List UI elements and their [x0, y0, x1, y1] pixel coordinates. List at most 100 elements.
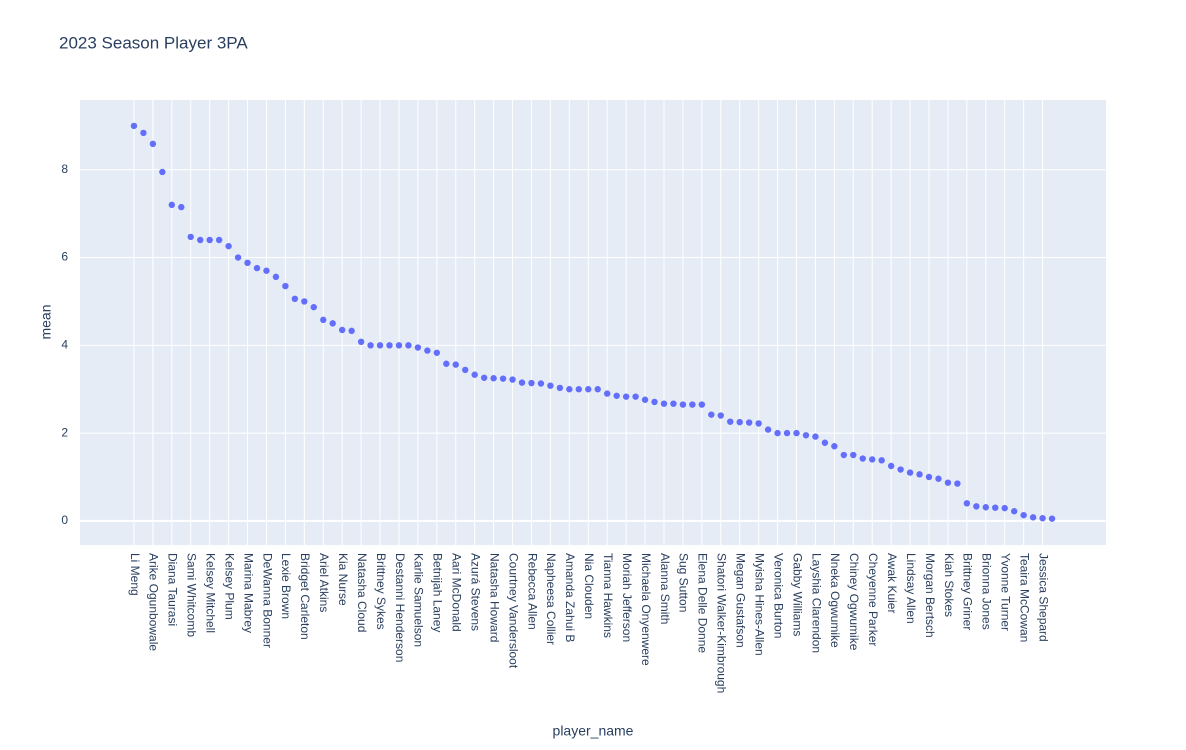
point [130, 122, 138, 130]
point [329, 320, 336, 327]
point [424, 347, 431, 354]
x-tick-label: Lexie Brown [279, 553, 293, 619]
point [944, 479, 952, 486]
x-tick-label: Nneka Ogwumike [828, 553, 842, 648]
x-tick-label: Michaela Onyenwere [639, 553, 653, 666]
point [556, 384, 564, 392]
point [982, 504, 989, 511]
point [594, 386, 601, 393]
point [831, 443, 838, 450]
point [575, 386, 583, 393]
point [869, 456, 876, 463]
x-tick-label: Gabby Williams [790, 553, 804, 636]
point [386, 342, 393, 349]
x-tick-label: Arike Ogunbowale [147, 553, 161, 651]
point [840, 451, 848, 459]
x-axis-title: player_name [553, 723, 634, 739]
point [395, 342, 403, 349]
point [433, 349, 441, 356]
x-tick-label: Shatori Walker-Kimbrough [715, 553, 729, 693]
point [603, 390, 611, 397]
point [206, 236, 213, 244]
x-tick-label: Alanna Smith [658, 553, 672, 624]
y-tick-label: 4 [61, 337, 68, 351]
x-tick-label: Destanni Henderson [393, 553, 407, 662]
x-tick-label: Sug Sutton [677, 553, 691, 612]
y-tick-label: 2 [61, 425, 68, 439]
point [178, 203, 185, 211]
x-tick-label: Awak Kuier [885, 553, 899, 613]
x-tick-label: DeWanna Bonner [260, 553, 274, 648]
point [1001, 504, 1008, 512]
point [357, 338, 365, 346]
point [717, 412, 724, 419]
x-tick-label: Tianna Hawkins [601, 553, 615, 638]
point [234, 254, 242, 261]
x-tick-label: Veronica Burton [771, 553, 785, 638]
x-tick-label: Karlie Samuelson [412, 553, 426, 647]
x-tick-label: Napheesa Collier [544, 553, 558, 645]
x-tick-label: Kelsey Mitchell [203, 553, 217, 633]
point [509, 376, 516, 383]
x-tick-label: Aari McDonald [450, 553, 464, 632]
x-tick-label: Lindsay Allen [904, 553, 918, 624]
point [963, 500, 971, 507]
point [641, 396, 649, 403]
point [727, 418, 734, 425]
point [405, 342, 412, 349]
point [783, 429, 791, 437]
point [821, 439, 829, 446]
x-tick-label: Brionna Jones [980, 553, 994, 630]
x-tick-label: Li Meng [128, 553, 142, 596]
point [414, 344, 422, 351]
point [698, 401, 706, 408]
point [897, 466, 904, 473]
x-tick-label: Cheyenne Parker [866, 553, 880, 646]
point [310, 303, 317, 311]
point [462, 366, 469, 374]
point [878, 457, 885, 464]
point [215, 236, 223, 244]
point [140, 129, 147, 137]
x-tick-label: Kelsey Plum [222, 553, 236, 620]
point [367, 342, 374, 349]
x-tick-label: Kia Nurse [336, 553, 350, 606]
x-tick-label: Azurá Stevens [469, 553, 483, 631]
point [992, 504, 999, 511]
point [499, 375, 507, 382]
x-tick-label: Ariel Atkins [317, 553, 331, 612]
point [149, 140, 157, 148]
point [566, 386, 573, 393]
point [679, 401, 687, 408]
point [859, 455, 866, 462]
chart-title: 2023 Season Player 3PA [59, 33, 248, 52]
x-tick-label: Chiney Ogwumike [847, 553, 861, 651]
point [197, 236, 204, 244]
x-tick-label: Courtney Vandersloot [506, 553, 520, 669]
point [244, 259, 251, 267]
point [272, 273, 280, 281]
point [443, 360, 450, 367]
point [973, 503, 980, 510]
x-tick-label: Rebecca Allen [525, 553, 539, 630]
x-tick-label: Layshia Clarendon [809, 553, 823, 653]
x-tick-label: Natasha Cloud [355, 553, 369, 632]
point [338, 326, 346, 334]
y-axis-title: mean [38, 304, 54, 339]
point [774, 429, 781, 437]
point [745, 419, 753, 426]
point [1039, 515, 1046, 522]
point [528, 379, 535, 387]
y-tick-label: 8 [61, 162, 68, 176]
point [925, 473, 933, 481]
point [708, 411, 715, 418]
point [376, 342, 384, 349]
point [187, 233, 194, 241]
point [301, 298, 308, 305]
point [670, 400, 677, 407]
y-tick-label: 0 [61, 513, 68, 527]
x-tick-label: Brittney Sykes [374, 553, 388, 630]
point [480, 374, 488, 381]
x-tick-label: Betnijah Laney [431, 553, 445, 632]
point [1029, 514, 1037, 521]
